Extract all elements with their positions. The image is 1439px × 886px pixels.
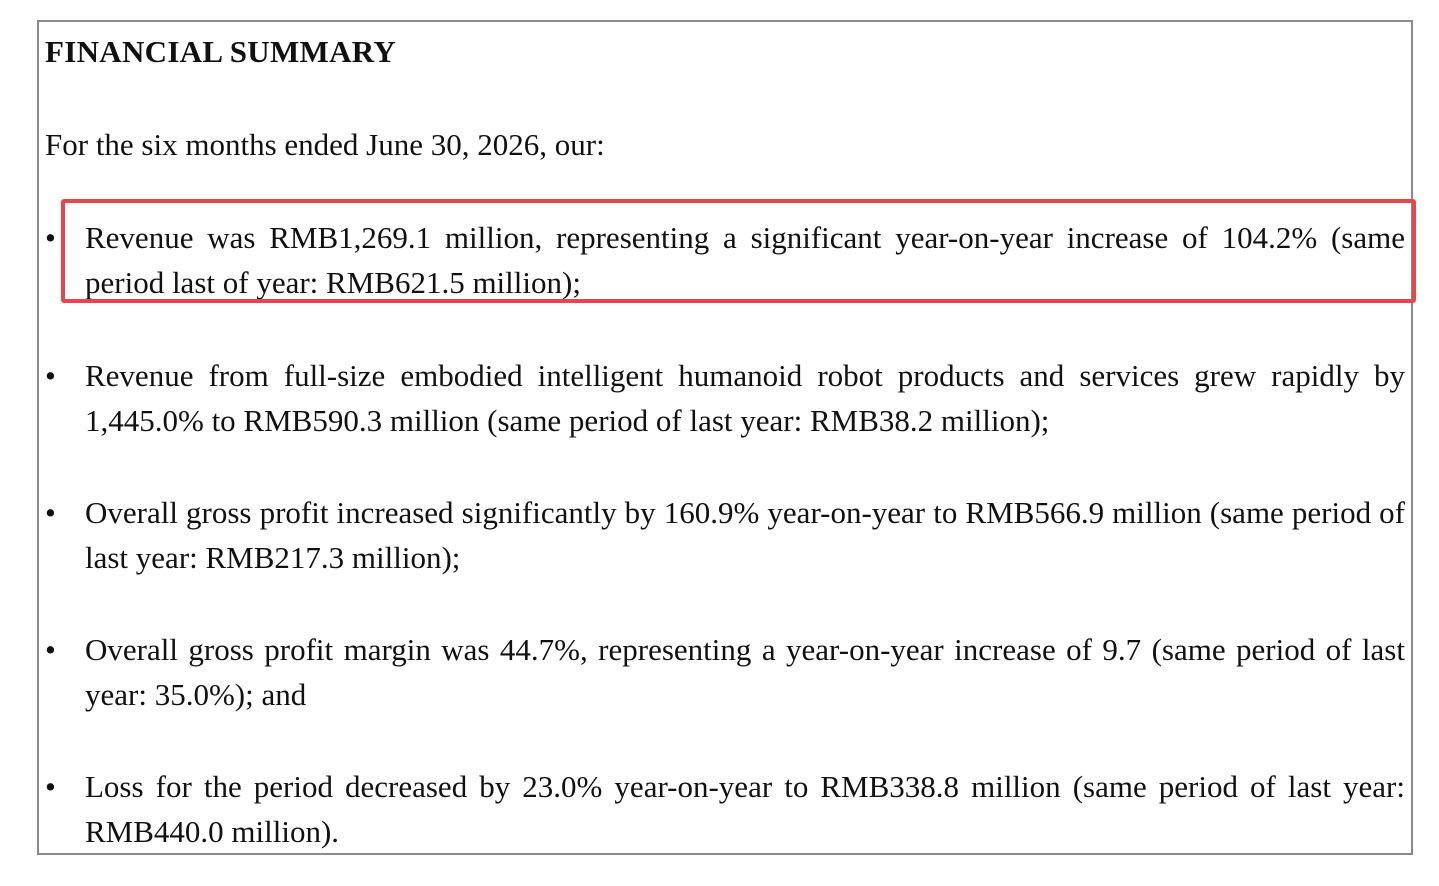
highlight-box: [61, 199, 1416, 303]
bullet-text: Overall gross profit increased significa…: [85, 495, 1405, 575]
bullet-point: •: [45, 495, 56, 530]
bullet-point: •: [45, 769, 56, 804]
bullet-point: •: [45, 632, 56, 667]
section-title: FINANCIAL SUMMARY: [45, 34, 397, 69]
summary-frame: [37, 20, 1413, 855]
bullet-text: Revenue was RMB1,269.1 million, represen…: [85, 220, 1405, 300]
bullet-point: •: [45, 220, 56, 255]
bullet-point: •: [45, 358, 56, 393]
intro-text: For the six months ended June 30, 2026, …: [45, 127, 605, 162]
bullet-text: Overall gross profit margin was 44.7%, r…: [85, 632, 1405, 712]
bullet-text: Revenue from full-size embodied intellig…: [85, 358, 1405, 438]
bullet-text: Loss for the period decreased by 23.0% y…: [85, 769, 1405, 849]
